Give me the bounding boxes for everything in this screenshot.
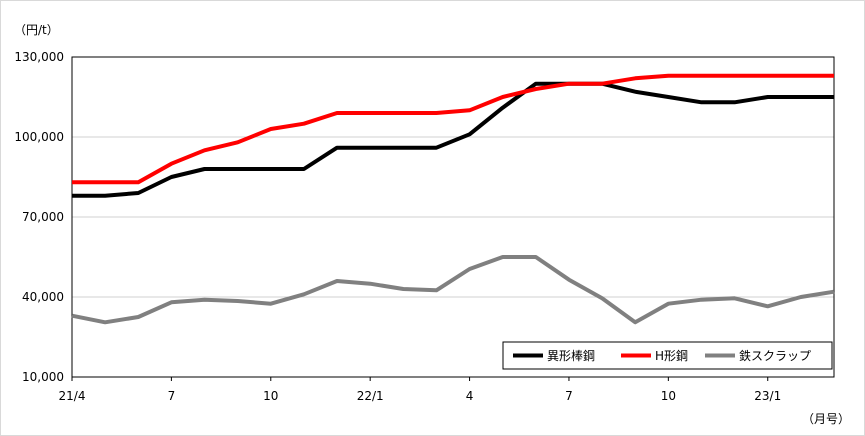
y-axis-labels: 10,000 40,000 70,000 100,000 130,000 [14,50,64,384]
x-tick-label: 10 [263,389,278,403]
y-tick-label: 10,000 [22,370,64,384]
plot-area-border [71,56,835,378]
y-tick-label: 70,000 [22,210,64,224]
x-unit-label: （月号） [802,412,850,426]
x-tick-label: 22/1 [357,389,384,403]
x-tick-label: 10 [661,389,676,403]
y-tick-label: 40,000 [22,290,64,304]
x-tick-label: 7 [565,389,573,403]
x-tick-label: 4 [466,389,474,403]
series-line-3 [71,255,835,325]
legend-label: 異形棒鋼 [547,349,595,363]
legend: 異形棒鋼 H形鋼 鉄スクラップ [502,341,833,370]
series-lines [71,73,835,325]
y-unit-label: （円/t） [14,23,59,37]
legend-label: 鉄スクラップ [739,348,811,363]
legend-box [502,341,833,370]
x-tick-label: 23/1 [754,389,781,403]
x-tick-label: 21/4 [59,389,86,403]
x-axis-labels: 21/4 7 10 22/1 4 7 10 23/1 [59,377,781,403]
series-line-1 [72,81,834,198]
legend-label: H形鋼 [655,349,688,363]
x-tick-label: 7 [168,389,176,403]
y-tick-label: 130,000 [14,50,64,64]
y-tick-label: 100,000 [14,130,64,144]
series-line-2 [72,73,834,185]
gridlines [72,136,834,298]
